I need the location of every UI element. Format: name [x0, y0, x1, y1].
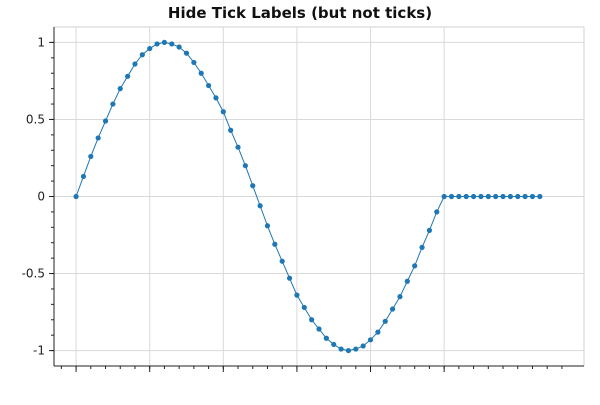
data-point — [316, 326, 322, 332]
data-point — [390, 306, 396, 312]
data-point — [470, 193, 477, 200]
data-point — [286, 275, 293, 281]
data-point — [456, 193, 462, 200]
data-point — [441, 193, 447, 200]
data-point — [169, 41, 175, 47]
data-point — [500, 193, 506, 200]
data-point — [301, 304, 307, 311]
chart-title: Hide Tick Labels (but not ticks) — [167, 4, 433, 22]
y-tick-label: 0 — [37, 190, 45, 204]
data-point — [154, 41, 160, 47]
data-point — [537, 193, 543, 200]
data-point — [448, 193, 455, 200]
data-point — [95, 135, 101, 141]
data-point — [73, 193, 79, 200]
data-point — [323, 335, 329, 341]
y-tick-label: -1 — [33, 344, 45, 358]
data-point — [434, 209, 440, 215]
data-point — [242, 163, 248, 169]
data-point — [478, 193, 484, 200]
data-point — [507, 193, 513, 200]
data-point — [522, 193, 528, 200]
data-point — [257, 203, 263, 209]
data-point — [515, 193, 521, 200]
data-point — [132, 61, 138, 67]
data-point — [198, 70, 204, 76]
data-point — [183, 50, 190, 56]
data-point — [80, 173, 87, 180]
data-point — [529, 193, 536, 200]
data-point — [353, 346, 359, 352]
data-point — [338, 346, 344, 352]
data-point — [331, 341, 337, 348]
data-point — [367, 337, 374, 343]
data-point — [102, 118, 109, 124]
data-point — [404, 278, 410, 284]
y-tick-label: -0.5 — [22, 267, 45, 281]
data-point — [147, 45, 153, 52]
data-point — [360, 343, 366, 349]
data-point — [309, 317, 315, 323]
data-point — [117, 86, 123, 92]
data-point — [294, 292, 300, 298]
data-point — [191, 59, 197, 66]
data-point — [485, 193, 491, 200]
data-point — [235, 144, 241, 150]
data-point — [139, 52, 145, 58]
data-point — [125, 73, 131, 79]
data-point — [463, 193, 469, 200]
data-point — [205, 82, 212, 89]
data-point — [250, 183, 256, 189]
data-point — [220, 109, 226, 115]
data-point — [161, 39, 168, 46]
data-point — [272, 241, 278, 247]
data-point — [345, 347, 352, 354]
data-point — [110, 101, 116, 107]
y-tick-label: 1 — [37, 35, 45, 49]
y-tick-label: 0.5 — [26, 112, 45, 126]
data-point — [279, 258, 285, 264]
data-point — [382, 318, 388, 324]
data-point — [426, 227, 433, 233]
data-point — [397, 294, 403, 300]
data-point — [213, 95, 219, 101]
series-line — [75, 41, 540, 352]
data-point — [228, 127, 234, 133]
data-point — [176, 44, 182, 50]
data-point — [264, 223, 271, 229]
data-point — [88, 153, 94, 160]
data-point — [375, 329, 381, 335]
data-point — [419, 244, 425, 250]
data-point — [493, 193, 499, 200]
data-point — [412, 263, 418, 269]
